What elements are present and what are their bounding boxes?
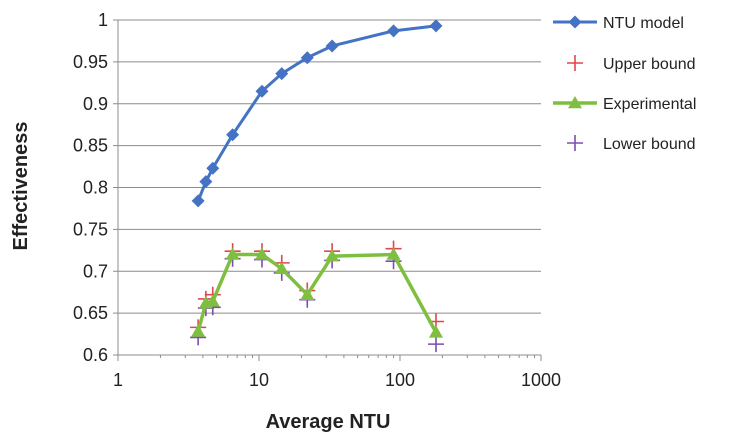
data-point-ntu-model [387, 24, 401, 38]
data-point-experimental [254, 247, 269, 260]
x-axis-title: Average NTU [266, 411, 391, 433]
data-point-ntu-model [206, 161, 220, 175]
series-upper-bound [190, 240, 444, 336]
x-tick-label: 10 [249, 370, 269, 390]
data-point-experimental [300, 287, 315, 300]
data-point-ntu-model [275, 67, 289, 81]
grid-lines [118, 19, 541, 314]
data-point-ntu-model [300, 51, 314, 65]
data-point-experimental [325, 249, 340, 262]
series-line-experimental [196, 252, 438, 334]
legend-swatch-marker [567, 55, 583, 71]
legend-label: Upper bound [603, 56, 696, 73]
series-line-ntu-model [196, 24, 437, 202]
data-point-experimental [428, 325, 443, 338]
data-point-ntu-model [226, 128, 240, 142]
y-tick-label: 0.75 [73, 219, 108, 239]
legend-label: Lower bound [603, 136, 696, 153]
data-point-ntu-model [325, 39, 339, 53]
x-tick-label: 1000 [521, 370, 561, 390]
data-point-experimental [205, 294, 220, 307]
x-tick-label: 1 [113, 370, 123, 390]
data-point-lower-bound [427, 336, 444, 353]
data-point-experimental [225, 247, 240, 260]
legend-swatch-marker [567, 135, 583, 151]
data-point-experimental [386, 247, 401, 260]
legend-label: NTU model [603, 15, 684, 32]
y-tick-label: 0.8 [83, 178, 108, 198]
data-point-experimental [274, 261, 289, 274]
series-experimental [191, 247, 443, 338]
y-tick-label: 0.95 [73, 52, 108, 72]
y-tick-label: 0.6 [83, 345, 108, 365]
data-point-ntu-model [199, 175, 213, 189]
legend-swatch-marker [568, 96, 582, 109]
legend-item-lower-bound: Lower bound [567, 135, 696, 153]
data-point-ntu-model [429, 19, 443, 33]
legend: NTU model Upper bound Experimental Lower bo… [553, 15, 696, 153]
plot-area [190, 19, 444, 353]
y-axis-title: Effectiveness [10, 122, 32, 251]
data-point-ntu-model [255, 84, 269, 98]
data-point-ntu-model [191, 194, 205, 208]
axes [113, 19, 542, 361]
legend-label: Experimental [603, 96, 696, 113]
x-tick-label: 100 [385, 370, 415, 390]
y-tick-label: 1 [98, 10, 108, 30]
series-ntu-model [191, 19, 443, 208]
legend-swatch-marker [568, 15, 582, 29]
y-tick-label: 0.9 [83, 94, 108, 114]
y-tick-label: 0.7 [83, 261, 108, 281]
legend-item-experimental: Experimental [553, 96, 696, 113]
legend-item-ntu-model: NTU model [553, 15, 684, 32]
tick-labels: 0.6 0.65 0.7 0.75 0.8 0.85 0.9 0.95 1 1 10 100 1000 [73, 10, 561, 390]
legend-item-upper-bound: Upper bound [567, 55, 696, 73]
y-tick-label: 0.65 [73, 303, 108, 323]
data-point-experimental [191, 324, 206, 337]
y-tick-label: 0.85 [73, 136, 108, 156]
